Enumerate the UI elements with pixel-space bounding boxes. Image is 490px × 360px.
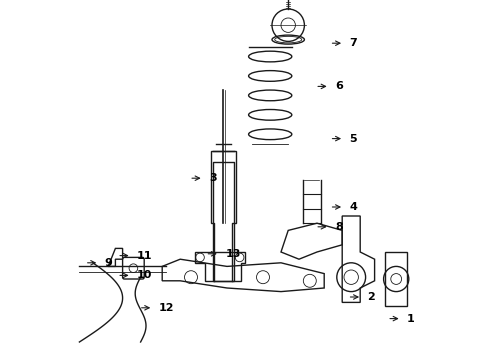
- Text: 12: 12: [159, 303, 174, 313]
- Text: 7: 7: [349, 38, 357, 48]
- Text: 2: 2: [368, 292, 375, 302]
- Text: 1: 1: [407, 314, 415, 324]
- Text: 4: 4: [349, 202, 357, 212]
- Text: 13: 13: [225, 249, 241, 259]
- Text: 3: 3: [209, 173, 217, 183]
- Text: 10: 10: [137, 270, 152, 280]
- Text: 8: 8: [335, 222, 343, 232]
- Text: 11: 11: [137, 251, 152, 261]
- Text: 5: 5: [349, 134, 357, 144]
- Text: 9: 9: [104, 258, 113, 268]
- Text: 6: 6: [335, 81, 343, 91]
